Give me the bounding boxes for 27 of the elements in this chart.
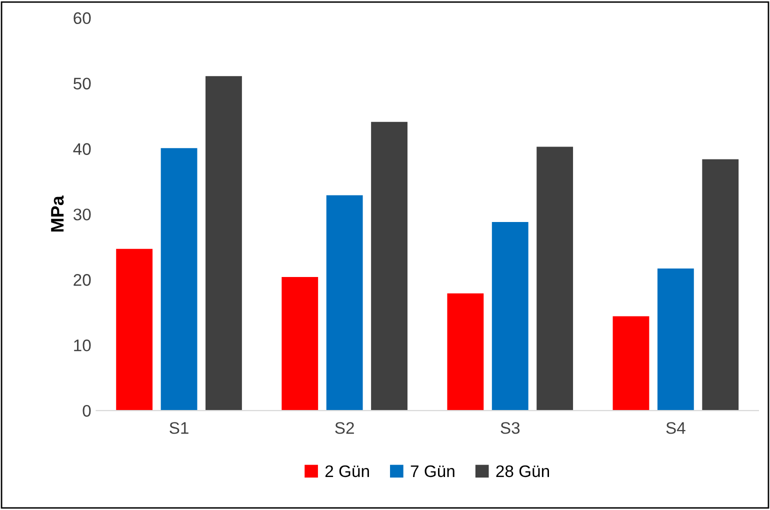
y-tick-label: 50 — [74, 78, 91, 90]
bar — [492, 222, 528, 411]
y-tick-label: 0 — [82, 404, 91, 417]
x-tick-label: S4 — [666, 422, 686, 434]
bar — [326, 195, 363, 411]
y-tick-label: 60 — [74, 12, 91, 24]
bar — [160, 148, 198, 411]
legend-label: 7 Gün — [410, 465, 454, 478]
bar — [536, 146, 574, 411]
bar — [282, 277, 318, 411]
bar — [702, 159, 739, 411]
bar — [116, 248, 153, 411]
x-tick-label: S3 — [500, 422, 520, 434]
legend-label: 2 Gün — [325, 465, 369, 478]
x-tick-label: S2 — [335, 422, 354, 434]
bar — [612, 316, 650, 411]
bar — [371, 122, 408, 411]
y-axis-title: MPa — [51, 196, 64, 232]
legend-label: 28 Gün — [496, 465, 550, 478]
bar — [206, 76, 242, 411]
x-tick-label: S1 — [170, 422, 188, 434]
bar — [657, 268, 694, 411]
y-tick-label: 10 — [74, 340, 91, 352]
y-tick-label: 40 — [73, 143, 91, 155]
y-tick-label: 30 — [73, 208, 91, 220]
bar — [447, 293, 484, 411]
y-tick-label: 20 — [74, 274, 91, 286]
